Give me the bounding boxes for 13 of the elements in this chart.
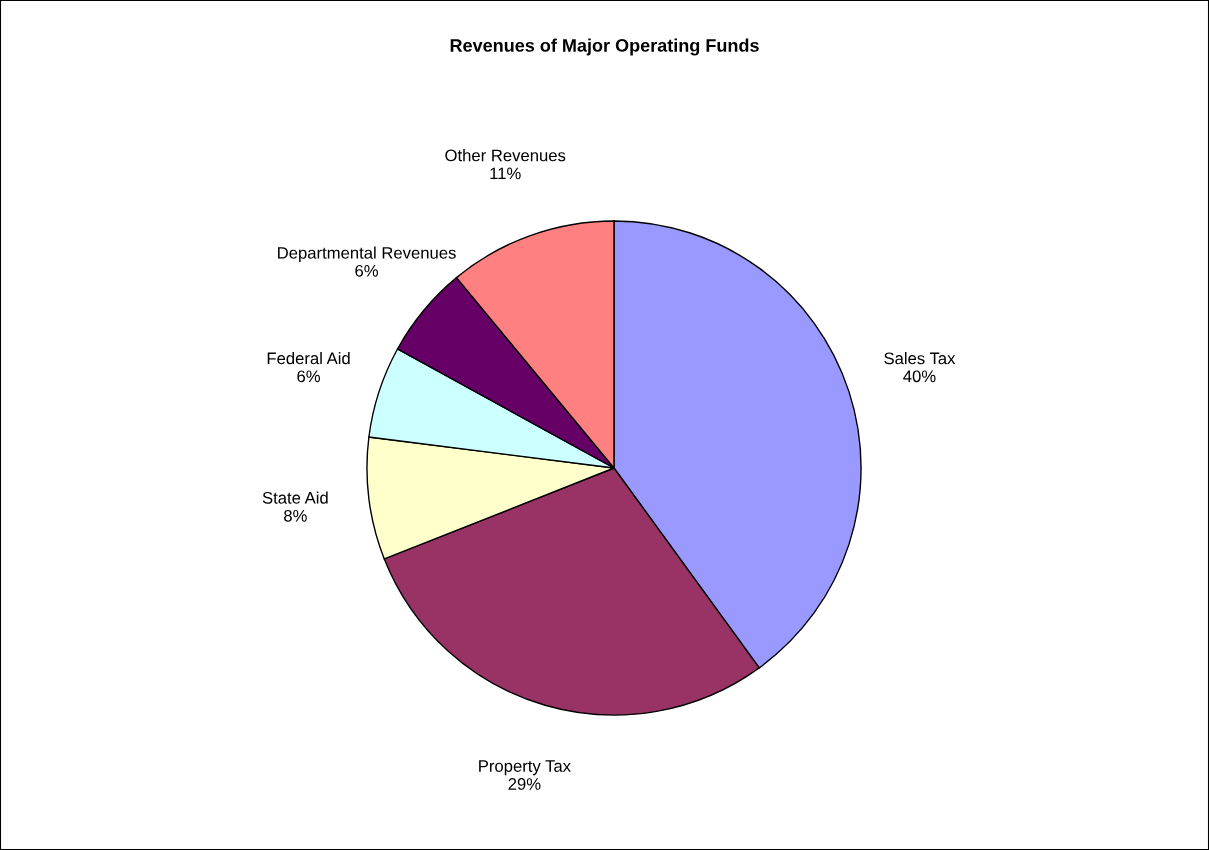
data-label: 29% bbox=[508, 778, 541, 790]
slice-label: Sales Tax bbox=[884, 352, 956, 365]
data-label: 6% bbox=[355, 264, 378, 277]
data-label: 8% bbox=[284, 509, 307, 522]
slice-label: Federal Aid bbox=[267, 352, 350, 365]
data-label: 40% bbox=[903, 370, 936, 383]
chart-title: Revenues of Major Operating Funds bbox=[450, 38, 759, 56]
slice-label: State Aid bbox=[262, 491, 328, 504]
slice-label: Other Revenues bbox=[445, 149, 566, 162]
data-label: 6% bbox=[297, 370, 320, 383]
slice-label: Departmental Revenues bbox=[278, 246, 456, 263]
data-label: 11% bbox=[490, 167, 521, 180]
slice-label: Property Tax bbox=[479, 760, 571, 776]
